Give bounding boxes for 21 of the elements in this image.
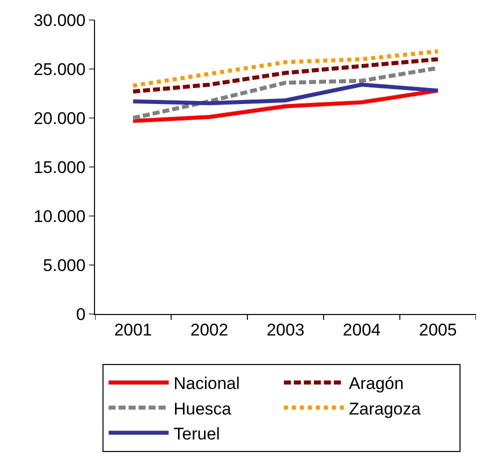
line-series — [131, 49, 440, 88]
legend-label: Teruel — [174, 424, 220, 444]
x-tick-label: 2003 — [266, 320, 304, 340]
x-tick-label: 2004 — [342, 320, 381, 340]
y-tick-label: 15.000 — [34, 158, 86, 177]
y-tick-label: 10.000 — [34, 206, 86, 226]
y-tick-label: 5.000 — [43, 256, 86, 275]
legend-label: Huesca — [174, 399, 232, 418]
y-tick-label: 0 — [76, 304, 86, 324]
x-tick-label: 2002 — [190, 320, 228, 340]
line-series — [131, 88, 440, 123]
line-series — [131, 82, 440, 106]
line-series — [131, 57, 440, 94]
y-tick-label: 20.000 — [34, 108, 86, 128]
legend-label: Nacional — [174, 374, 240, 394]
legend-label: Zaragoza — [348, 399, 422, 418]
y-tick-label: 25.000 — [34, 60, 86, 79]
legend-label: Aragón — [348, 374, 404, 394]
x-tick-label: 2005 — [418, 320, 457, 340]
x-tick-label: 2001 — [114, 320, 152, 340]
y-tick-label: 30.000 — [34, 10, 86, 30]
